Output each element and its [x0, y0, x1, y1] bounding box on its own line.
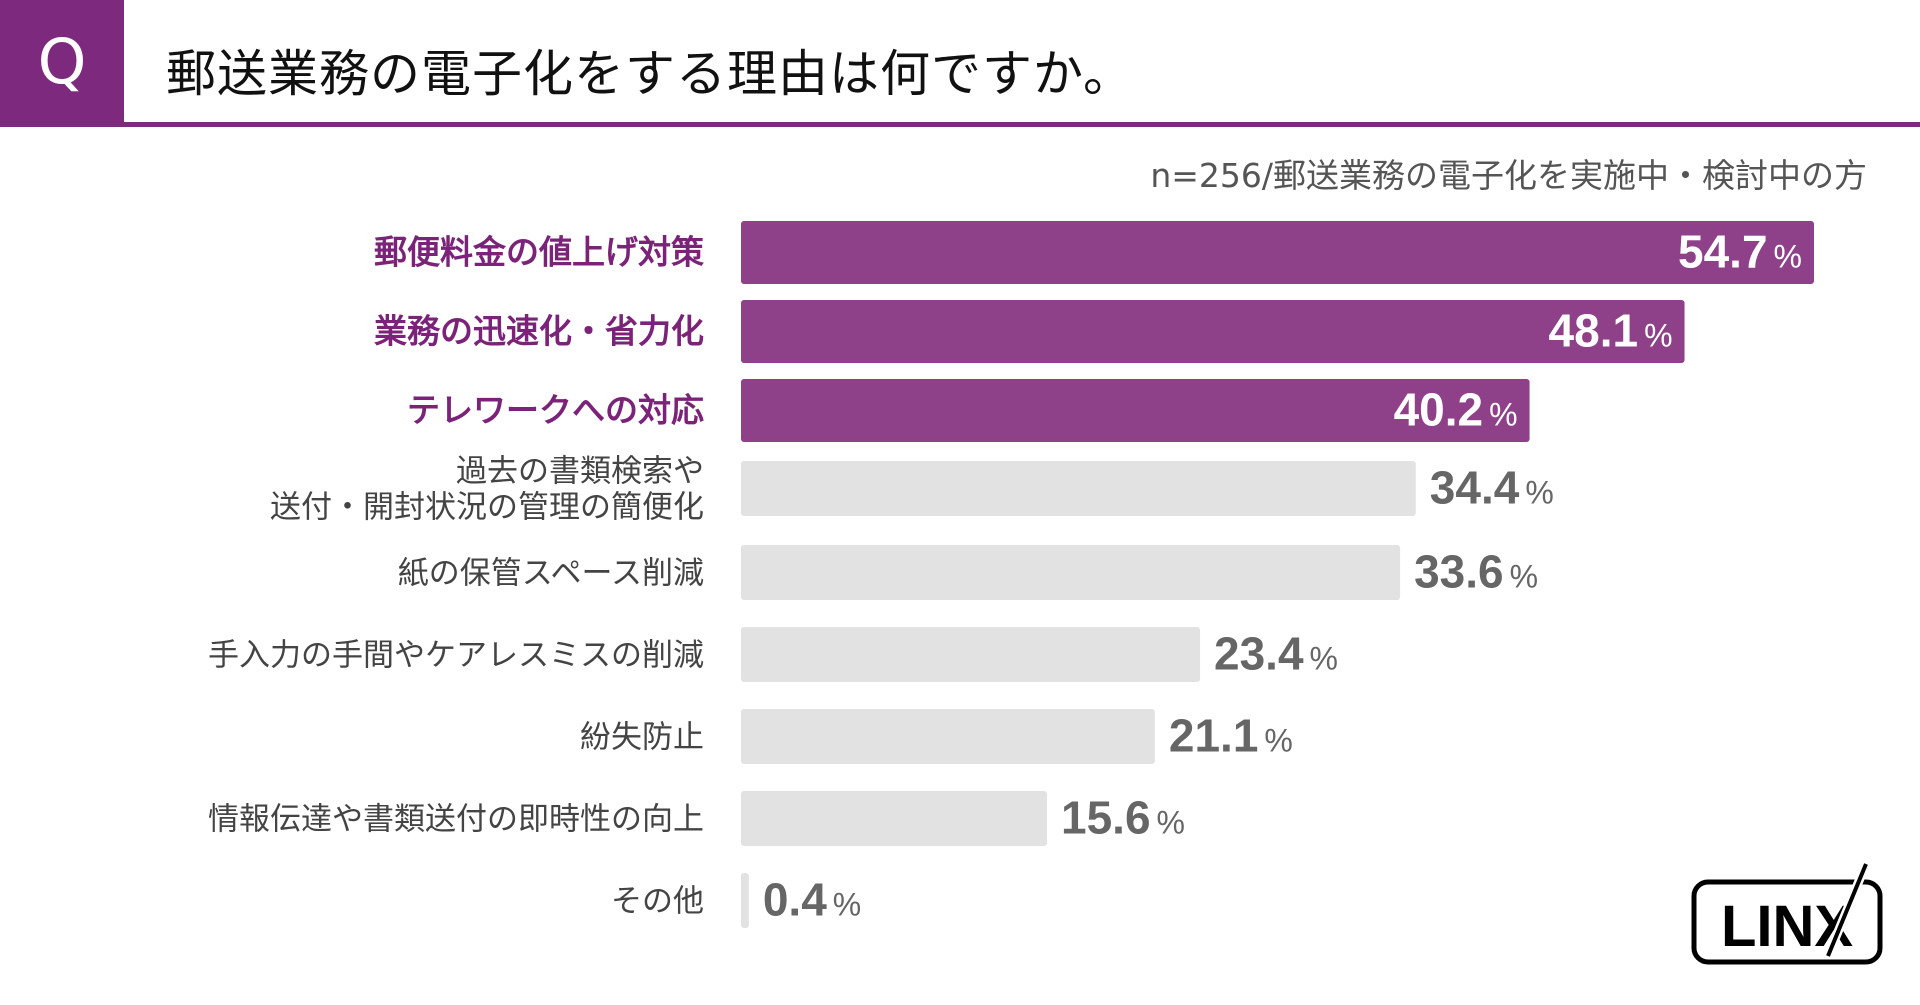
bar-5 [741, 545, 1401, 600]
value-unit: % [1644, 318, 1672, 354]
value-number: 0.4 [763, 874, 827, 926]
category-label-3: テレワークへの対応 [407, 391, 704, 430]
value-unit: % [1510, 559, 1538, 595]
value-label-7: 21.1% [1169, 710, 1293, 762]
category-label-line: 紙の保管スペース削減 [398, 556, 704, 592]
page-title: 郵送業務の電子化をする理由は何ですか。 [166, 45, 1134, 103]
value-number: 48.1 [1549, 305, 1639, 357]
category-label-line: 情報伝達や書類送付の即時性の向上 [208, 802, 704, 838]
bar-1 [741, 221, 1814, 284]
value-unit: % [1489, 397, 1517, 433]
value-label-9: 0.4% [763, 874, 861, 926]
category-label-2: 業務の迅速化・省力化 [374, 312, 704, 351]
value-number: 21.1 [1169, 710, 1259, 762]
category-label-9: その他 [611, 884, 704, 920]
category-label-5: 紙の保管スペース削減 [398, 556, 704, 592]
value-unit: % [1525, 475, 1553, 511]
value-number: 15.6 [1061, 792, 1151, 844]
value-label-3: 40.2% [1394, 384, 1518, 436]
category-label-line: 手入力の手間やケアレスミスの削減 [208, 638, 704, 674]
value-unit: % [1157, 805, 1185, 841]
logo-slash [1826, 863, 1868, 957]
category-label-line: テレワークへの対応 [407, 391, 704, 430]
value-label-2: 48.1% [1549, 305, 1673, 357]
sample-note: n=256/郵送業務の電子化を実施中・検討中の方 [1150, 156, 1867, 195]
category-label-line: 送付・開封状況の管理の簡便化 [270, 490, 704, 526]
value-number: 40.2 [1394, 384, 1484, 436]
value-number: 34.4 [1430, 462, 1520, 514]
value-label-8: 15.6% [1061, 792, 1185, 844]
value-unit: % [1264, 723, 1292, 759]
header-divider [0, 122, 1920, 127]
category-label-line: 業務の迅速化・省力化 [374, 312, 704, 351]
bar-9 [741, 873, 749, 928]
category-label-line: 紛失防止 [580, 720, 704, 756]
value-unit: % [833, 887, 861, 923]
bar-8 [741, 791, 1048, 846]
bar-4 [741, 461, 1416, 516]
header: Q 郵送業務の電子化をする理由は何ですか。 [0, 0, 1920, 128]
bar-6 [741, 627, 1201, 682]
value-number: 33.6 [1414, 546, 1504, 598]
value-label-6: 23.4% [1214, 628, 1338, 680]
bar-7 [741, 709, 1155, 764]
value-unit: % [1774, 239, 1802, 275]
question-badge: Q [0, 0, 124, 124]
value-label-5: 33.6% [1414, 546, 1538, 598]
category-label-7: 紛失防止 [580, 720, 704, 756]
value-number: 23.4 [1214, 628, 1304, 680]
value-label-1: 54.7% [1678, 226, 1802, 278]
bar-2 [741, 300, 1685, 363]
category-label-line: 過去の書類検索や [456, 454, 704, 490]
linx-logo: LINX [1691, 862, 1883, 965]
category-label-1: 郵便料金の値上げ対策 [374, 233, 704, 272]
category-label-line: 郵便料金の値上げ対策 [374, 233, 704, 272]
value-label-4: 34.4% [1430, 462, 1554, 514]
category-label-8: 情報伝達や書類送付の即時性の向上 [208, 802, 704, 838]
bar-3 [741, 379, 1530, 442]
category-label-6: 手入力の手間やケアレスミスの削減 [208, 638, 704, 674]
value-unit: % [1310, 641, 1338, 677]
category-label-4: 過去の書類検索や送付・開封状況の管理の簡便化 [270, 454, 704, 526]
value-number: 54.7 [1678, 226, 1768, 278]
category-label-line: その他 [611, 884, 704, 920]
